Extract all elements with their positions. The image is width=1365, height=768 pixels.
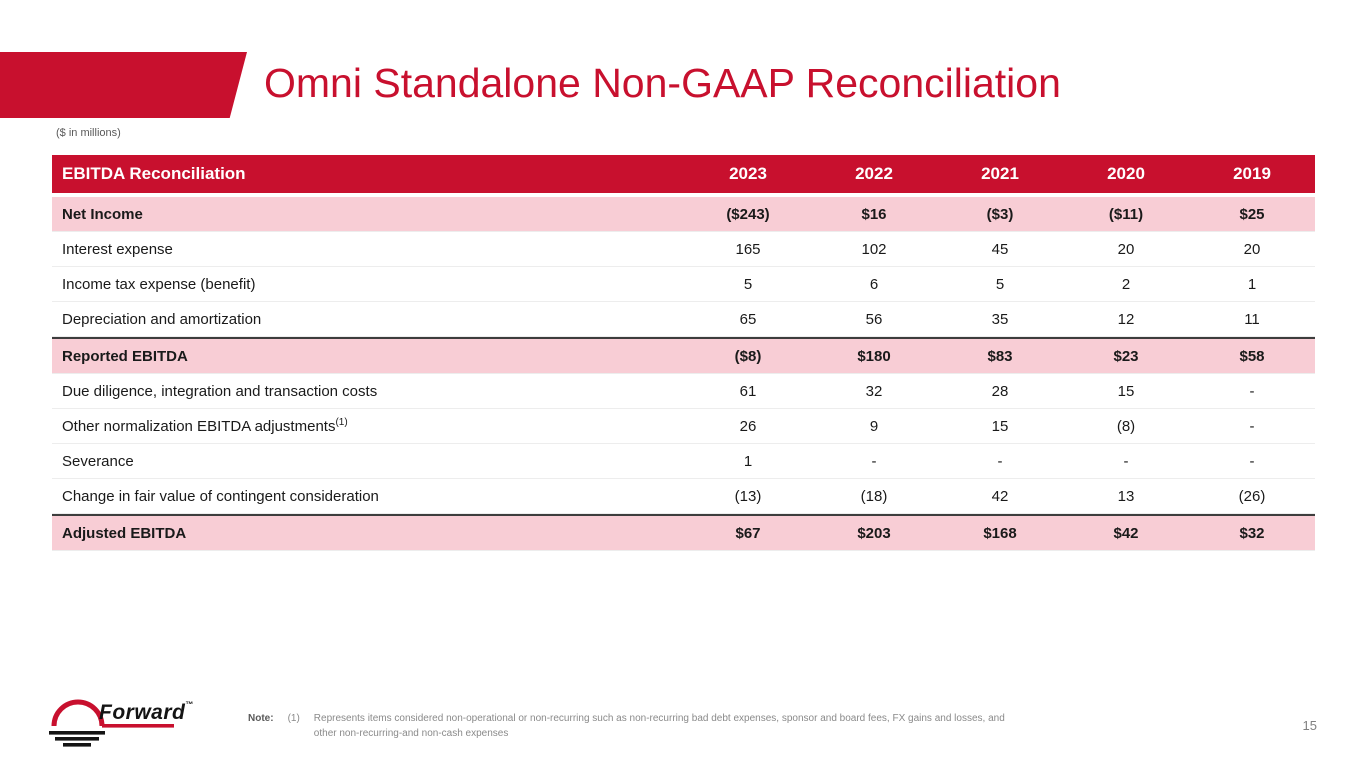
table-row-depreciation: Depreciation and amortization 65 56 35 1… <box>52 302 1315 337</box>
cell-value: $23 <box>1113 347 1139 365</box>
year-column-header: 2020 <box>1107 164 1145 183</box>
note-text: Represents items considered non-operatio… <box>314 711 1005 741</box>
cell-value: 6 <box>869 275 879 293</box>
page-number: 15 <box>1302 718 1317 733</box>
cell-value: (8) <box>1116 417 1136 435</box>
row-label: Reported EBITDA <box>62 347 188 365</box>
cell-value: 12 <box>1117 310 1135 328</box>
row-label: Other normalization EBITDA adjustments(1… <box>62 416 348 435</box>
cell-value: $67 <box>735 524 761 542</box>
logo-arc <box>51 699 105 727</box>
cell-value: ($3) <box>986 205 1014 223</box>
cell-value: $16 <box>861 205 887 223</box>
cell-value: ($8) <box>734 347 762 365</box>
note-line-1: Represents items considered non-operatio… <box>313 713 1005 724</box>
row-label: Due diligence, integration and transacti… <box>62 382 378 400</box>
cell-value: 61 <box>739 382 757 400</box>
trademark-symbol: ™ <box>185 700 194 709</box>
cell-value: - <box>871 452 877 470</box>
note-label: Note: <box>248 713 274 724</box>
cell-value: - <box>1249 382 1255 400</box>
row-label: Change in fair value of contingent consi… <box>62 487 379 505</box>
table-header-title: EBITDA Reconciliation <box>62 164 246 183</box>
cell-value: - <box>997 452 1003 470</box>
red-accent-banner <box>0 52 247 118</box>
cell-value: 15 <box>1117 382 1135 400</box>
cell-value: $58 <box>1239 347 1265 365</box>
cell-value: - <box>1249 452 1255 470</box>
table-row-interest-expense: Interest expense 165 102 45 20 20 <box>52 232 1315 267</box>
cell-value: 102 <box>861 240 887 258</box>
cell-value: $83 <box>987 347 1013 365</box>
cell-value: 5 <box>995 275 1005 293</box>
cell-value: (13) <box>734 487 762 505</box>
table-row-reported-ebitda: Reported EBITDA ($8) $180 $83 $23 $58 <box>52 337 1315 374</box>
cell-value: (18) <box>860 487 888 505</box>
cell-value: 11 <box>1244 310 1260 328</box>
row-label: Depreciation and amortization <box>62 310 262 328</box>
cell-value: 1 <box>743 452 753 470</box>
row-label: Adjusted EBITDA <box>62 524 187 542</box>
cell-value: $42 <box>1113 524 1139 542</box>
logo-line-1 <box>49 731 105 735</box>
note-marker: (1) <box>287 713 300 724</box>
cell-value: $203 <box>857 524 891 542</box>
cell-value: - <box>1249 417 1255 435</box>
table-row-net-income: Net Income ($243) $16 ($3) ($11) $25 <box>52 197 1315 232</box>
cell-value: 9 <box>869 417 879 435</box>
table-row-contingent-consideration: Change in fair value of contingent consi… <box>52 479 1315 514</box>
units-label: ($ in millions) <box>56 127 121 139</box>
cell-value: 5 <box>743 275 753 293</box>
cell-value: 20 <box>1117 240 1135 258</box>
table-row-severance: Severance 1 - - - - <box>52 444 1315 479</box>
row-label: Severance <box>62 452 134 470</box>
table-row-adjusted-ebitda: Adjusted EBITDA $67 $203 $168 $42 $32 <box>52 514 1315 551</box>
cell-value: 165 <box>735 240 761 258</box>
row-label: Income tax expense (benefit) <box>62 275 256 293</box>
cell-value: $25 <box>1239 205 1265 223</box>
forward-logo-mark <box>49 699 174 747</box>
ebitda-reconciliation-table: EBITDA Reconciliation 2023 2022 2021 202… <box>52 155 1315 551</box>
logo-line-3 <box>63 743 91 747</box>
page-title: Omni Standalone Non-GAAP Reconciliation <box>264 60 1061 106</box>
logo-red-bar <box>102 724 174 728</box>
year-column-header: 2022 <box>855 164 893 183</box>
row-label: Interest expense <box>62 240 173 258</box>
row-label: Net Income <box>62 205 143 223</box>
footnote-marker: (1) <box>335 416 348 428</box>
cell-value: 56 <box>865 310 883 328</box>
cell-value: 2 <box>1121 275 1131 293</box>
cell-value: ($243) <box>726 205 770 223</box>
year-column-header: 2019 <box>1233 164 1271 183</box>
cell-value: $168 <box>983 524 1017 542</box>
cell-value: $180 <box>857 347 891 365</box>
table-row-other-normalization: Other normalization EBITDA adjustments(1… <box>52 409 1315 444</box>
cell-value: 13 <box>1117 487 1135 505</box>
cell-value: 15 <box>991 417 1009 435</box>
cell-value: 35 <box>991 310 1009 328</box>
cell-value: $32 <box>1239 524 1265 542</box>
note-line-2: other non-recurring-and non-cash expense… <box>313 728 509 739</box>
logo-line-2 <box>55 737 99 741</box>
cell-value: 42 <box>991 487 1009 505</box>
cell-value: 20 <box>1243 240 1261 258</box>
logo-wordmark: Forward™ <box>99 700 194 724</box>
footnote: Note: (1) Represents items considered no… <box>248 711 1088 741</box>
forward-logo: Forward™ <box>46 697 193 751</box>
year-column-header: 2021 <box>981 164 1019 183</box>
cell-value: 32 <box>865 382 883 400</box>
cell-value: 1 <box>1247 275 1257 293</box>
year-column-header: 2023 <box>729 164 767 183</box>
cell-value: - <box>1123 452 1129 470</box>
cell-value: 28 <box>991 382 1009 400</box>
cell-value: 26 <box>739 417 757 435</box>
table-row-income-tax: Income tax expense (benefit) 5 6 5 2 1 <box>52 267 1315 302</box>
cell-value: ($11) <box>1108 205 1144 223</box>
cell-value: 45 <box>991 240 1009 258</box>
cell-value: 65 <box>739 310 757 328</box>
table-row-due-diligence: Due diligence, integration and transacti… <box>52 374 1315 409</box>
cell-value: (26) <box>1238 487 1266 505</box>
table-header-row: EBITDA Reconciliation 2023 2022 2021 202… <box>52 155 1315 193</box>
